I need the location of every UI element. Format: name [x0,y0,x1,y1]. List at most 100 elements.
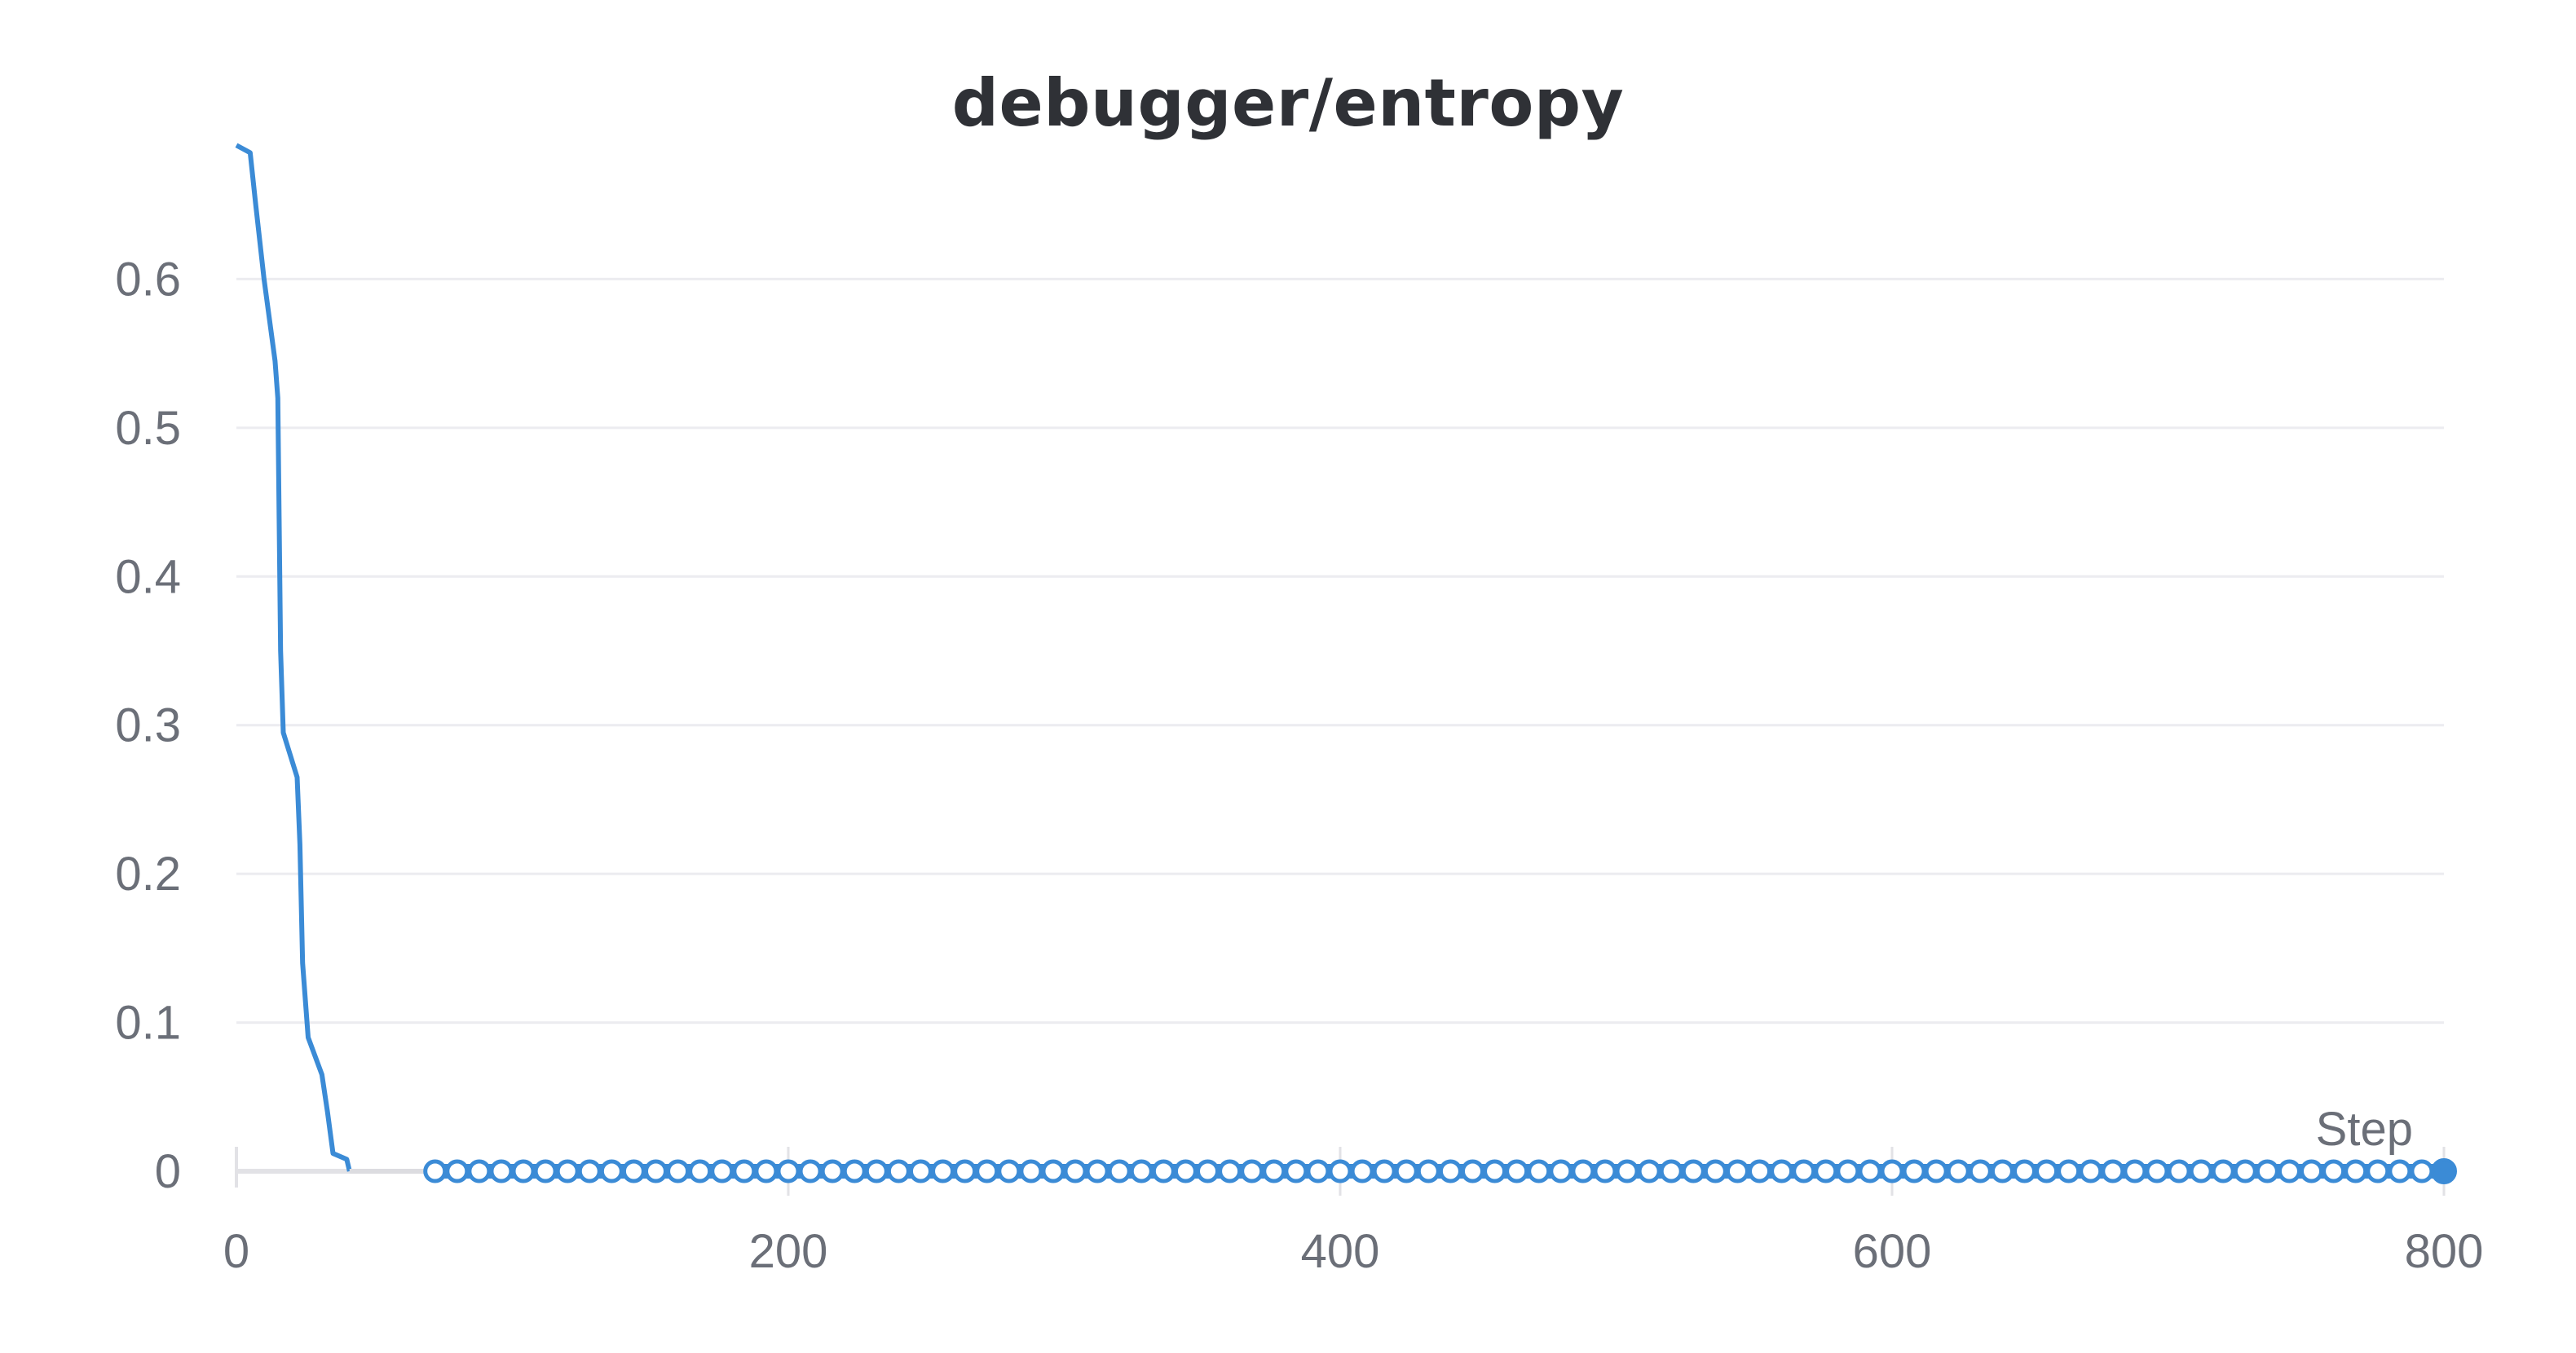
series-point [2300,1159,2324,1183]
series-point [1173,1159,1198,1183]
y-tick-label: 0.1 [115,997,181,1050]
series-point [599,1159,624,1183]
y-tick-label: 0 [155,1145,181,1198]
series-point [1836,1159,1860,1183]
series-point [2322,1159,2346,1183]
series-point [997,1159,1021,1183]
series-point [445,1159,470,1183]
series-point [842,1159,867,1183]
series-point [975,1159,999,1183]
series-point [2366,1159,2390,1183]
series-point [1483,1159,1507,1183]
series-point [908,1159,933,1183]
series-point [1460,1159,1484,1183]
series-point [511,1159,536,1183]
series-point [1615,1159,1639,1183]
series-point [1019,1159,1043,1183]
series-point [1703,1159,1727,1183]
series-point [820,1159,845,1183]
series-point [2189,1159,2213,1183]
series-point [2035,1159,2059,1183]
x-tick-label: 400 [1301,1225,1380,1278]
series-point [489,1159,514,1183]
series-point [644,1159,668,1183]
series-point [621,1159,646,1183]
series-point [1129,1159,1153,1183]
series-end-point [2431,1158,2457,1184]
series-point [754,1159,779,1183]
series-layer [235,143,2457,1184]
series-point [1041,1159,1065,1183]
series-point [1593,1159,1617,1183]
series-point [688,1159,712,1183]
series-point [2057,1159,2081,1183]
chart-title: debugger/entropy [951,65,1625,141]
series-point [1659,1159,1683,1183]
series-point [1990,1159,2014,1183]
series-point [1328,1159,1352,1183]
series-point [577,1159,602,1183]
series-point [2123,1159,2147,1183]
y-tick-label: 0.2 [115,848,181,901]
y-tick-label: 0.5 [115,402,181,455]
series-line [235,143,352,1172]
series-point [1151,1159,1176,1183]
series-point [1571,1159,1595,1183]
series-point [931,1159,955,1183]
series-point [1284,1159,1308,1183]
series-point [2255,1159,2279,1183]
series-point [1394,1159,1418,1183]
series-point [886,1159,911,1183]
x-tick-label: 600 [1853,1225,1932,1278]
grid-layer [236,277,2444,1025]
series-point [1438,1159,1462,1183]
series-point [798,1159,823,1183]
series-point [1924,1159,1948,1183]
series-point [2012,1159,2036,1183]
series-point [555,1159,580,1183]
series-point [2410,1159,2434,1183]
series-point [1505,1159,1529,1183]
series-point [1218,1159,1242,1183]
series-point [1063,1159,1087,1183]
series-point [1770,1159,1794,1183]
series-point [1085,1159,1109,1183]
y-tick-label: 0.4 [115,550,181,603]
y-tick-label: 0.3 [115,699,181,752]
series-point [1306,1159,1330,1183]
series-point [1968,1159,1992,1183]
x-tick-label: 200 [749,1225,828,1278]
series-point [666,1159,690,1183]
series-point [710,1159,734,1183]
series-point [467,1159,492,1183]
series-point [1107,1159,1131,1183]
series-point [864,1159,889,1183]
series-point [2277,1159,2301,1183]
series-point [1637,1159,1661,1183]
series-point [2211,1159,2235,1183]
series-point [1748,1159,1772,1183]
series-point [1262,1159,1286,1183]
series-point [1902,1159,1926,1183]
series-point [2233,1159,2257,1183]
series-point [1527,1159,1551,1183]
series-point [1858,1159,1882,1183]
x-axis-title: Step [2316,1103,2413,1156]
series-point [423,1159,448,1183]
series-point [732,1159,756,1183]
y-tick-label: 0.6 [115,253,181,306]
series-point [1880,1159,1904,1183]
label-layer: 0 0.1 0.2 0.3 0.4 0.5 0.6 0 200 400 600 800 Step [115,253,2483,1278]
series-point [1946,1159,1970,1183]
series-point [1350,1159,1374,1183]
series-point [1814,1159,1838,1183]
series-point [1681,1159,1705,1183]
x-tick-label: 0 [223,1225,249,1278]
series-point [1416,1159,1440,1183]
series-point [1725,1159,1749,1183]
series-point [1549,1159,1573,1183]
series-point [2388,1159,2412,1183]
series-point [2145,1159,2169,1183]
